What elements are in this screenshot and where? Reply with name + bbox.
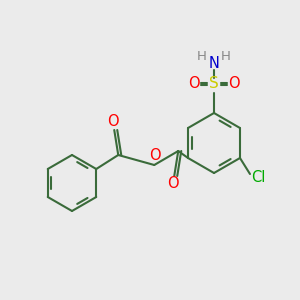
Text: H: H xyxy=(221,50,231,62)
Text: N: N xyxy=(208,56,219,71)
Text: O: O xyxy=(167,176,179,191)
Text: O: O xyxy=(188,76,200,92)
Text: O: O xyxy=(149,148,161,164)
Text: O: O xyxy=(228,76,240,92)
Text: O: O xyxy=(107,115,119,130)
Text: S: S xyxy=(209,76,219,92)
Text: H: H xyxy=(197,50,207,62)
Text: Cl: Cl xyxy=(251,170,265,185)
